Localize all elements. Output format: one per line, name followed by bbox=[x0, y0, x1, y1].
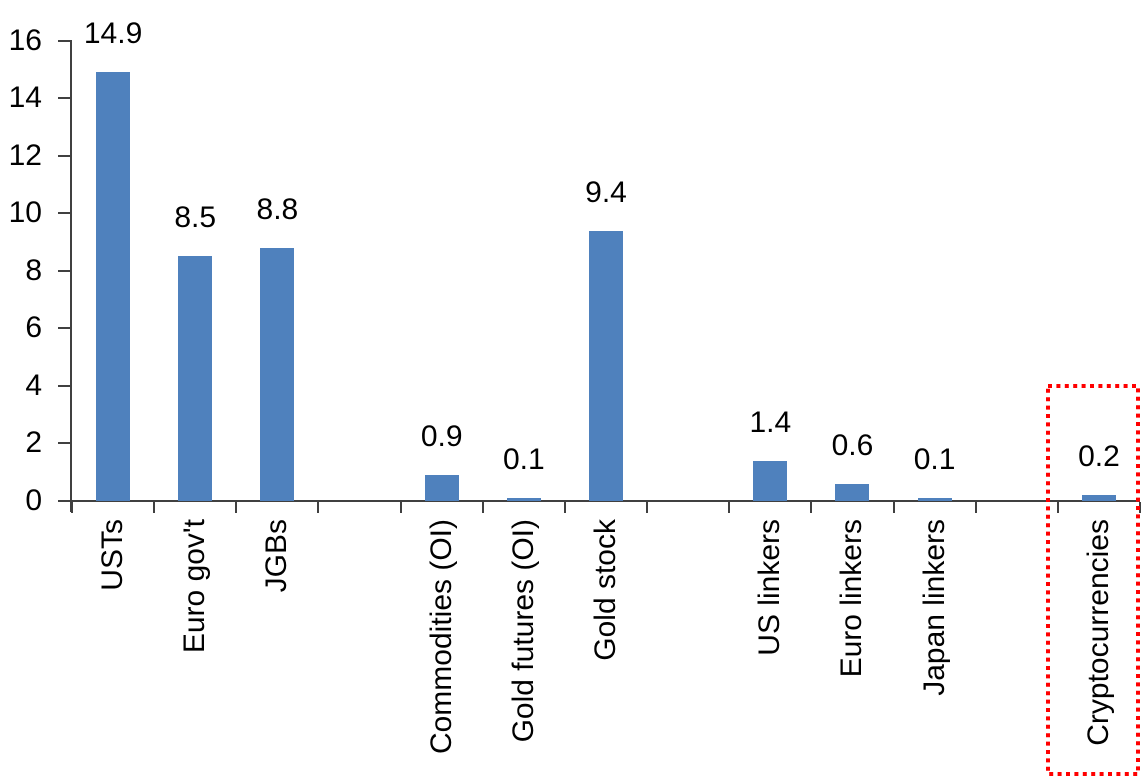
x-tick bbox=[481, 502, 484, 513]
x-category-label: Gold futures (OI) bbox=[506, 519, 540, 743]
y-tick-label: 8 bbox=[25, 253, 42, 287]
y-tick-label: 4 bbox=[25, 368, 42, 402]
bar bbox=[835, 483, 870, 501]
bar bbox=[589, 230, 623, 501]
bar bbox=[260, 247, 295, 501]
y-tick-label: 6 bbox=[25, 311, 42, 345]
bar-value-label: 9.4 bbox=[585, 175, 627, 209]
y-tick bbox=[58, 97, 70, 100]
bar bbox=[753, 460, 788, 501]
highlight-box bbox=[1046, 384, 1140, 776]
bar-value-label: 0.9 bbox=[420, 420, 463, 454]
x-tick bbox=[728, 502, 731, 513]
bar bbox=[96, 72, 131, 501]
bar bbox=[917, 498, 952, 501]
bar-value-label: 0.1 bbox=[913, 443, 956, 477]
bar-value-label: 0.6 bbox=[831, 428, 874, 462]
x-tick bbox=[317, 502, 320, 513]
x-category-label: Gold stock bbox=[589, 519, 622, 661]
bar bbox=[506, 498, 541, 501]
y-tick bbox=[58, 212, 70, 215]
x-axis-line bbox=[70, 500, 1140, 502]
x-category-label: USTs bbox=[96, 519, 130, 591]
x-category-label: Commodities (OI) bbox=[424, 519, 458, 755]
x-tick bbox=[646, 502, 649, 513]
y-tick-label: 10 bbox=[8, 196, 42, 230]
bar-value-label: 0.2 bbox=[1078, 440, 1120, 474]
x-category-label: Japan linkers bbox=[917, 519, 951, 696]
x-tick bbox=[563, 502, 566, 513]
bar bbox=[424, 475, 459, 501]
y-tick bbox=[58, 327, 70, 330]
x-category-label: JGBs bbox=[260, 519, 294, 593]
x-tick bbox=[71, 502, 73, 513]
x-category-label: Euro gov't bbox=[178, 519, 212, 654]
bar bbox=[178, 256, 213, 501]
y-tick bbox=[58, 39, 70, 42]
bar bbox=[1081, 495, 1116, 501]
bar-value-label: 8.8 bbox=[256, 192, 299, 226]
y-tick-label: 0 bbox=[25, 484, 42, 517]
y-tick-label: 14 bbox=[8, 81, 42, 115]
x-tick bbox=[892, 502, 895, 513]
bar-value-label: 0.1 bbox=[502, 443, 545, 477]
x-tick bbox=[399, 502, 402, 513]
y-tick bbox=[58, 500, 70, 502]
x-tick bbox=[810, 502, 813, 513]
y-tick bbox=[58, 269, 70, 272]
x-tick bbox=[1056, 502, 1059, 513]
x-category-label: US linkers bbox=[753, 519, 787, 656]
x-tick bbox=[974, 502, 977, 513]
y-tick bbox=[58, 154, 70, 157]
x-category-label: Euro linkers bbox=[835, 519, 869, 678]
bar-value-label: 8.5 bbox=[174, 201, 217, 235]
y-tick bbox=[58, 384, 70, 387]
y-tick-label: 16 bbox=[8, 23, 42, 57]
bar-value-label: 1.4 bbox=[749, 405, 792, 439]
y-tick-label: 12 bbox=[8, 138, 42, 172]
bar-value-label: 14.9 bbox=[83, 17, 143, 51]
y-axis-line bbox=[70, 39, 72, 512]
y-tick-label: 2 bbox=[25, 426, 42, 460]
y-tick bbox=[58, 442, 70, 445]
x-tick bbox=[153, 502, 156, 513]
x-tick bbox=[235, 502, 238, 513]
x-tick bbox=[1139, 502, 1141, 513]
